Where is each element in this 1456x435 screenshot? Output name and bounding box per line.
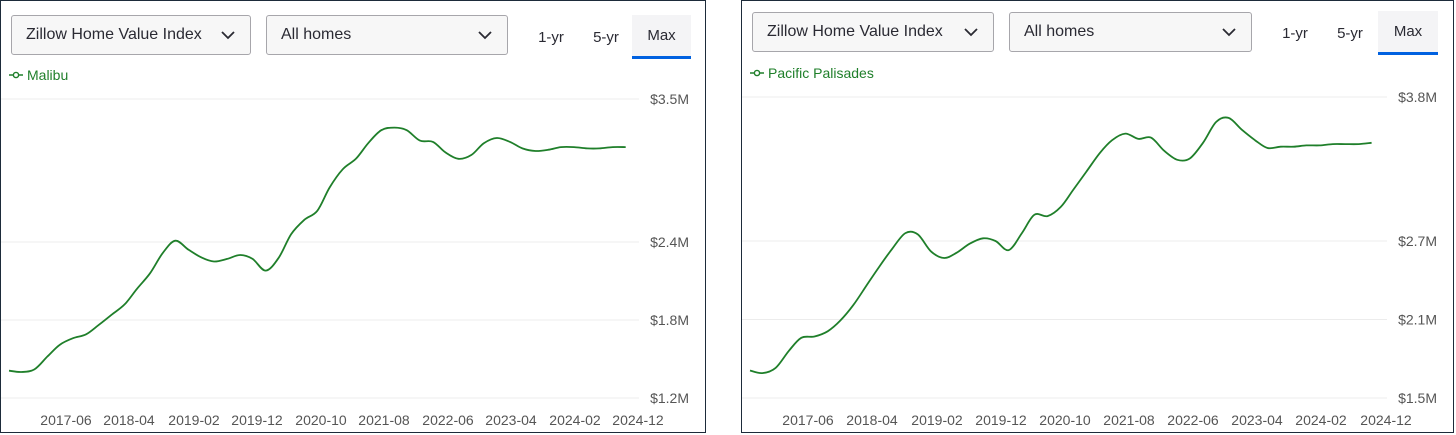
range-tab-max[interactable]: Max	[632, 15, 691, 59]
home-type-dropdown[interactable]: All homes	[266, 15, 508, 55]
pacific-palisades-chart: $3.8M $2.7M $2.1M $1.5M 2017-06 2018-04 2019-0…	[742, 89, 1437, 428]
x-tick-label: 2022-06	[1167, 412, 1219, 428]
malibu-chart: $3.5M $2.4M $1.8M $1.2M 2017-06 2018-04 2019-0…	[1, 91, 689, 428]
y-tick-label: $1.8M	[650, 312, 689, 328]
chevron-down-icon	[1222, 28, 1236, 37]
range-tab-5yr[interactable]: 5-yr	[593, 28, 619, 46]
chart-toolbar: Zillow Home Value Index All homes 1-yr 5…	[742, 1, 1453, 61]
home-type-dropdown[interactable]: All homes	[1009, 12, 1252, 52]
y-tick-label: $2.1M	[1398, 311, 1437, 327]
y-tick-label: $2.7M	[1398, 233, 1437, 249]
home-type-dropdown-label: All homes	[1024, 23, 1095, 40]
x-tick-label: 2021-08	[358, 412, 410, 428]
x-tick-label: 2018-04	[846, 412, 898, 428]
x-tick-label: 2024-12	[1360, 412, 1412, 428]
range-tab-1yr[interactable]: 1-yr	[1282, 24, 1308, 42]
y-tick-label: $3.8M	[1398, 89, 1437, 105]
x-tick-label: 2023-04	[485, 412, 537, 428]
x-tick-label: 2022-06	[422, 412, 474, 428]
legend-label: Malibu	[27, 67, 69, 83]
y-tick-label: $3.5M	[650, 91, 689, 107]
x-tick-label: 2023-04	[1231, 412, 1283, 428]
chevron-down-icon	[478, 31, 492, 40]
chevron-down-icon	[221, 31, 235, 40]
x-tick-label: 2020-10	[1039, 412, 1091, 428]
x-tick-label: 2024-02	[549, 412, 601, 428]
x-tick-label: 2019-02	[911, 412, 963, 428]
x-tick-label: 2024-02	[1295, 412, 1347, 428]
malibu-chart-panel: $3.5M $2.4M $1.8M $1.2M 2017-06 2018-04 2019-0…	[0, 0, 706, 433]
metric-dropdown[interactable]: Zillow Home Value Index	[11, 15, 251, 55]
chart-legend: Malibu	[9, 67, 68, 83]
line-marker-icon	[9, 71, 23, 79]
x-tick-label: 2021-08	[1103, 412, 1155, 428]
x-tick-label: 2019-02	[168, 412, 220, 428]
x-tick-label: 2017-06	[40, 412, 92, 428]
line-marker-icon	[750, 69, 764, 77]
chart-toolbar: Zillow Home Value Index All homes 1-yr 5…	[1, 1, 705, 61]
series-line	[749, 116, 1372, 375]
y-tick-label: $2.4M	[650, 234, 689, 250]
x-tick-label: 2018-04	[103, 412, 155, 428]
range-tab-5yr[interactable]: 5-yr	[1337, 24, 1363, 42]
x-tick-label: 2019-12	[975, 412, 1027, 428]
metric-dropdown-label: Zillow Home Value Index	[26, 26, 202, 43]
x-tick-label: 2019-12	[231, 412, 283, 428]
metric-dropdown[interactable]: Zillow Home Value Index	[752, 12, 994, 52]
chart-legend: Pacific Palisades	[750, 65, 874, 81]
x-tick-label: 2024-12	[612, 412, 664, 428]
x-tick-label: 2020-10	[295, 412, 347, 428]
x-tick-label: 2017-06	[782, 412, 834, 428]
y-tick-label: $1.5M	[1398, 390, 1437, 406]
chevron-down-icon	[964, 28, 978, 37]
metric-dropdown-label: Zillow Home Value Index	[767, 23, 943, 40]
pacific-palisades-chart-panel: $3.8M $2.7M $2.1M $1.5M 2017-06 2018-04 2019-0…	[741, 0, 1454, 433]
y-tick-label: $1.2M	[650, 390, 689, 406]
home-type-dropdown-label: All homes	[281, 26, 352, 43]
legend-label: Pacific Palisades	[768, 65, 874, 81]
series-line	[8, 126, 626, 373]
range-tab-max[interactable]: Max	[1378, 11, 1438, 55]
range-tab-1yr[interactable]: 1-yr	[538, 28, 564, 46]
